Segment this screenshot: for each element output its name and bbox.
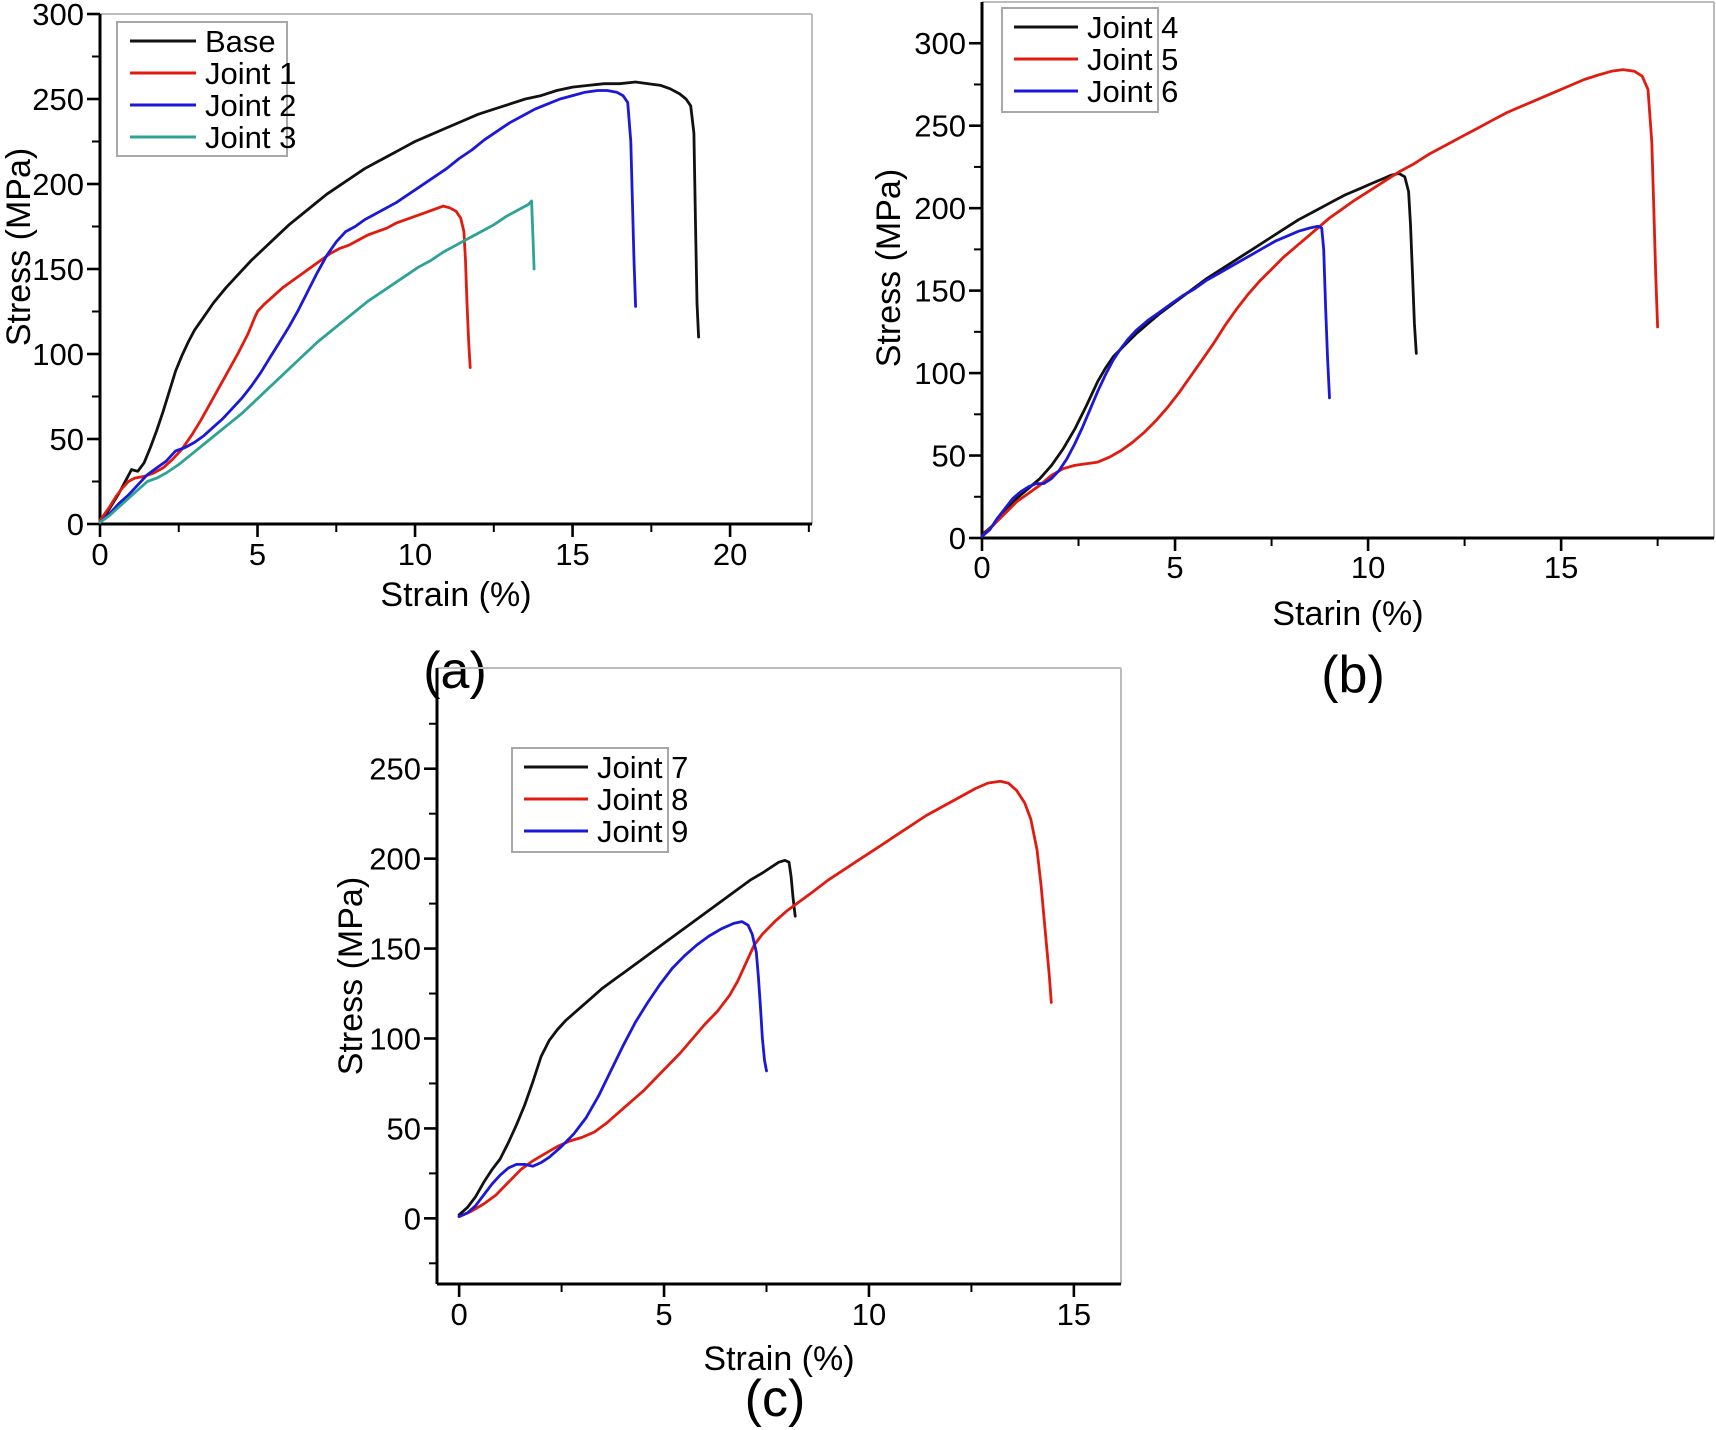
chart-caption-a: (a) (423, 642, 487, 700)
series-line-joint-6 (980, 224, 1331, 538)
x-axis-title: Starin (%) (1272, 595, 1423, 633)
y-tick-label: 0 (67, 507, 84, 542)
y-axis-title: Stress (MPa) (0, 148, 38, 346)
y-tick-label: 150 (914, 274, 966, 309)
series-line-joint-1 (98, 204, 472, 522)
y-tick-label: 50 (50, 422, 84, 457)
y-tick-label: 200 (369, 842, 421, 877)
y-tick-label: 0 (949, 521, 966, 556)
series-line-joint-7 (457, 859, 797, 1217)
x-tick-label: 15 (555, 537, 589, 572)
x-tick-label: 15 (1057, 1297, 1091, 1332)
y-tick-label: 100 (369, 1021, 421, 1056)
x-tick-label: 5 (1166, 550, 1183, 585)
x-tick-label: 0 (973, 550, 990, 585)
series-line-joint-2 (98, 89, 637, 524)
x-tick-label: 10 (1351, 550, 1385, 585)
x-tick-label: 0 (91, 537, 108, 572)
y-tick-label: 200 (914, 191, 966, 226)
y-tick-label: 50 (932, 439, 966, 474)
legend-label-base: Base (205, 24, 276, 59)
x-tick-label: 0 (451, 1297, 468, 1332)
legend-box (116, 21, 288, 157)
x-tick-label: 10 (852, 1297, 886, 1332)
y-tick-label: 150 (369, 932, 421, 967)
x-tick-label: 15 (1544, 550, 1578, 585)
y-tick-label: 100 (32, 337, 84, 372)
y-axis-title: Stress (MPa) (870, 169, 908, 367)
x-axis-title: Strain (%) (703, 1340, 854, 1378)
legend-label-joint-4: Joint 4 (1087, 10, 1178, 45)
y-axis-title: Stress (MPa) (332, 877, 370, 1075)
legend-label-joint-2: Joint 2 (205, 88, 296, 123)
y-tick-label: 250 (32, 82, 84, 117)
y-tick-label: 250 (914, 109, 966, 144)
x-tick-label: 5 (655, 1297, 672, 1332)
series-line-joint-5 (980, 68, 1659, 538)
y-tick-label: 200 (32, 167, 84, 202)
x-tick-label: 5 (249, 537, 266, 572)
x-tick-label: 10 (398, 537, 432, 572)
y-tick-label: 300 (32, 0, 84, 32)
legend-label-joint-6: Joint 6 (1087, 74, 1178, 109)
x-axis-title: Strain (%) (380, 576, 531, 614)
legend-label-joint-5: Joint 5 (1087, 42, 1178, 77)
legend-label-joint-7: Joint 7 (597, 750, 688, 785)
y-tick-label: 100 (914, 356, 966, 391)
legend-label-joint-8: Joint 8 (597, 782, 688, 817)
series-line-base (98, 80, 700, 522)
legend-label-joint-9: Joint 9 (597, 814, 688, 849)
series-line-joint-3 (98, 199, 536, 524)
y-tick-label: 0 (404, 1201, 421, 1236)
legend-label-joint-1: Joint 1 (205, 56, 296, 91)
y-tick-label: 300 (914, 26, 966, 61)
y-tick-label: 250 (369, 752, 421, 787)
chart-caption-b: (b) (1321, 646, 1385, 704)
series-line-joint-9 (457, 920, 768, 1218)
y-tick-label: 50 (387, 1111, 421, 1146)
chart-caption-c: (c) (745, 1370, 806, 1428)
x-tick-label: 20 (713, 537, 747, 572)
y-tick-label: 150 (32, 252, 84, 287)
legend-label-joint-3: Joint 3 (205, 120, 296, 155)
